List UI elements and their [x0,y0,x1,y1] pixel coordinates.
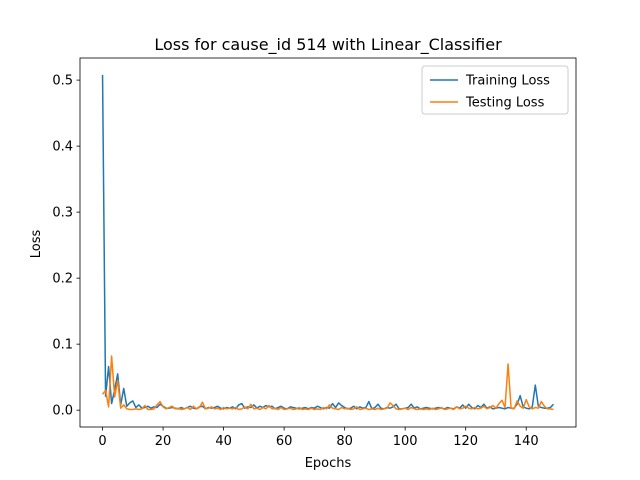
axes-frame [79,57,577,428]
axes: 0 20 40 60 80 100 120 140 0.0 0.1 0.2 0.3 0.4 0.5 [52,57,577,449]
y-tick-label: 0.3 [52,206,73,221]
x-axis-label: Epochs [305,456,352,471]
x-tick-label: 20 [155,434,172,449]
x-tick-label: 60 [276,434,293,449]
series-line-testing-loss [101,355,554,411]
legend: Training Loss Testing Loss [421,65,569,115]
y-axis-label: Loss [29,230,44,259]
x-tick-label: 140 [514,434,539,449]
y-tick-label: 0.1 [52,338,73,353]
plot-area [101,74,555,411]
x-tick-label: 40 [215,434,232,449]
x-tick-label: 120 [453,434,478,449]
y-tick-label: 0.0 [52,404,73,419]
x-tick-label: 80 [336,434,353,449]
legend-box [421,65,569,115]
y-tick-label: 0.2 [52,272,73,287]
y-tick-label: 0.4 [52,140,73,155]
chart-title: Loss for cause_id 514 with Linear_Classi… [154,35,502,55]
x-tick-label: 0 [98,434,106,449]
y-tick-label: 0.5 [52,74,73,89]
x-tick-label: 100 [393,434,418,449]
legend-label-testing-loss: Testing Loss [465,96,545,111]
legend-label-training-loss: Training Loss [465,74,550,89]
